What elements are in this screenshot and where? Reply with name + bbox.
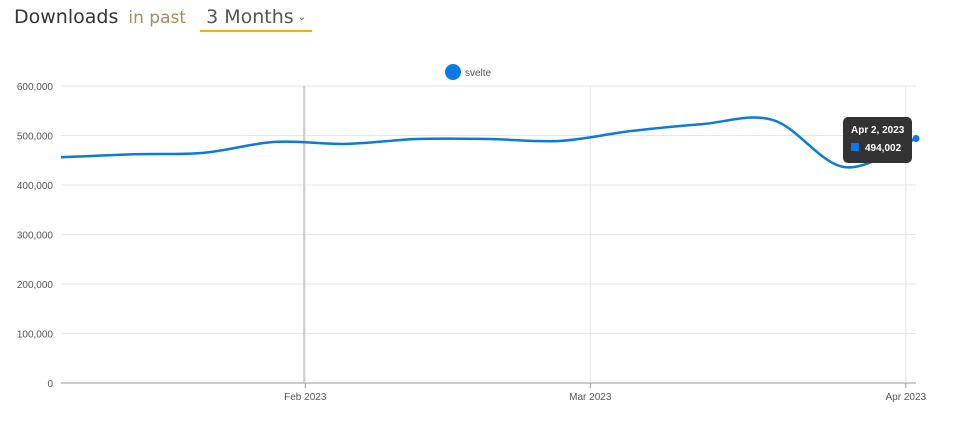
title-connector: in past bbox=[128, 8, 187, 28]
tooltip-value: 494,002 bbox=[865, 143, 902, 154]
y-tick-label: 200,000 bbox=[17, 280, 54, 291]
legend-label: svelte bbox=[465, 68, 492, 79]
chevron-down-icon: ⌄ bbox=[297, 12, 307, 23]
y-tick-label: 600,000 bbox=[17, 82, 54, 93]
x-tick-label: Apr 2023 bbox=[886, 392, 927, 403]
x-tick-label: Mar 2023 bbox=[569, 392, 612, 403]
title: Downloads bbox=[14, 6, 119, 28]
series-line-svelte bbox=[60, 116, 917, 169]
y-tick-label: 100,000 bbox=[17, 330, 54, 341]
y-tick-label: 0 bbox=[47, 379, 53, 390]
tooltip-date: Apr 2, 2023 bbox=[851, 125, 905, 136]
legend[interactable]: svelte bbox=[445, 64, 492, 80]
tooltip-swatch bbox=[851, 143, 859, 151]
y-tick-label: 300,000 bbox=[17, 231, 54, 242]
tooltip: Apr 2, 2023 494,002 bbox=[843, 117, 913, 163]
y-tick-label: 400,000 bbox=[17, 181, 54, 192]
data-point-highlight bbox=[912, 134, 920, 142]
y-tick-label: 500,000 bbox=[17, 132, 54, 143]
range-select[interactable]: 3 Months ⌄ bbox=[200, 6, 313, 32]
legend-swatch bbox=[445, 64, 461, 80]
range-value: 3 Months bbox=[206, 6, 294, 28]
header: Downloads in past 3 Months ⌄ bbox=[14, 6, 313, 32]
x-tick-label: Feb 2023 bbox=[284, 392, 327, 403]
